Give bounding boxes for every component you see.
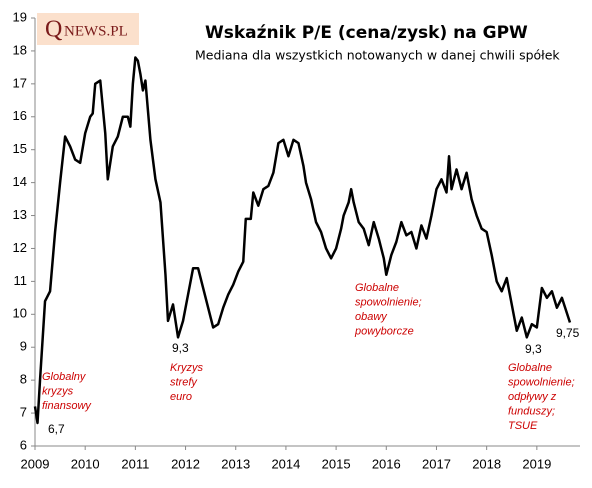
x-tick-label: 2017 [422,456,451,471]
x-tick-label: 2018 [472,456,501,471]
annotation: spowolnienie; [508,376,575,388]
annotation: Kryzys [170,362,204,374]
data-label: 9,75 [556,326,580,340]
annotation: euro [170,391,192,403]
y-tick-label: 6 [20,437,27,452]
y-tick-label: 11 [14,273,28,288]
data-label: 9,3 [172,341,189,355]
annotation: Globalny [42,371,87,383]
annotation: spowolnienie; [355,296,422,308]
y-tick-label: 18 [13,42,27,57]
x-tick-label: 2012 [171,456,200,471]
annotation: funduszy; [508,405,555,417]
data-label: 6,7 [48,422,65,436]
y-tick-label: 7 [20,405,27,420]
y-tick-label: 10 [13,306,27,321]
x-tick-label: 2014 [271,456,300,471]
y-tick-label: 14 [13,174,27,189]
annotation: TSUE [508,420,538,432]
y-tick-label: 13 [13,207,27,222]
x-tick-label: 2016 [372,456,401,471]
x-tick-label: 2011 [121,456,149,471]
y-tick-label: 12 [13,240,27,255]
logo-box [37,13,139,45]
annotation: obawy [355,311,388,323]
chart-title: Wskaźnik P/E (cena/zysk) na GPW [205,23,528,43]
annotation: finansowy [42,400,92,412]
chart-subtitle: Mediana dla wszystkich notowanych w dane… [195,48,560,63]
logo-initial: Q [45,17,62,43]
annotation: powyborcze [354,325,414,337]
y-tick-label: 15 [13,141,27,156]
annotation: odpływy z [508,391,557,403]
x-tick-label: 2010 [71,456,100,471]
x-tick-label: 2015 [322,456,351,471]
data-label: 9,3 [525,342,542,356]
line-series [33,56,572,425]
y-tick-label: 9 [20,339,27,354]
x-tick-label: 2013 [221,456,250,471]
y-tick-label: 8 [20,372,27,387]
y-tick-label: 16 [13,108,27,123]
x-tick-label: 2019 [522,456,551,471]
y-tick-label: 17 [13,75,27,90]
annotation: Globalne [508,362,552,374]
y-tick-label: 19 [13,9,27,24]
x-tick-label: 2009 [21,456,50,471]
annotation: strefy [170,376,198,388]
annotation: Globalne [355,282,399,294]
annotation: kryzys [42,385,74,397]
logo-text: NEWS.PL [64,23,128,39]
